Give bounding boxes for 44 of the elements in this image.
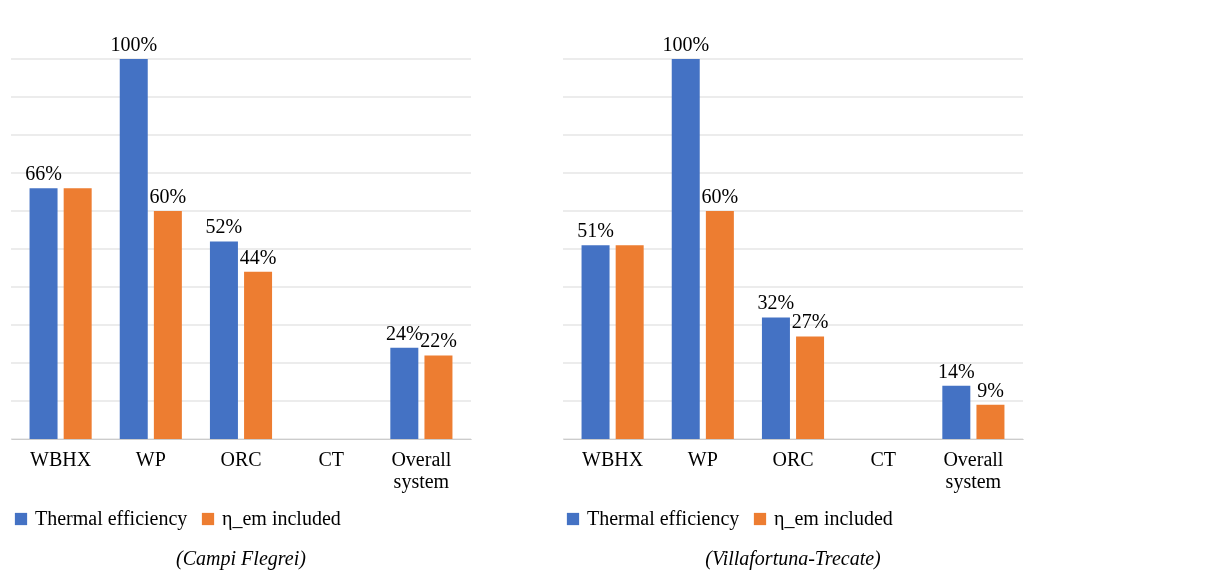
bar — [119, 59, 148, 439]
bar — [390, 347, 419, 439]
x-tick-label: Overall system — [943, 447, 1004, 493]
bar — [976, 404, 1005, 439]
bar — [29, 188, 58, 439]
x-tick-label: Overall system — [391, 447, 452, 493]
x-tick-label: WP — [135, 447, 166, 470]
x-tick-label: ORC — [772, 447, 814, 470]
legend-label: η_em included — [222, 507, 341, 530]
x-tick-label: CT — [870, 447, 896, 470]
data-label: 22% — [420, 329, 457, 352]
data-label: 60% — [149, 185, 187, 207]
data-label: 100% — [110, 33, 158, 55]
bar — [796, 336, 825, 439]
data-label: 60% — [701, 185, 739, 207]
bar — [581, 245, 610, 439]
x-tick-label: WBHX — [30, 447, 92, 470]
bar — [153, 211, 182, 439]
x-tick-label: WP — [687, 447, 718, 470]
data-label: 66% — [25, 162, 62, 185]
bar — [615, 245, 644, 439]
text: (Campi Flegrei) — [176, 547, 307, 570]
data-label: 14% — [937, 359, 975, 382]
data-label: 9% — [977, 378, 1004, 401]
legend-label: η_em included — [774, 507, 893, 530]
bar — [942, 385, 971, 439]
bar — [424, 355, 453, 439]
legend-label: Thermal efficiency — [35, 507, 188, 530]
data-label: 52% — [205, 215, 243, 238]
bar — [705, 211, 734, 439]
legend-label: Thermal efficiency — [587, 507, 740, 530]
bar — [244, 271, 273, 439]
x-tick-label: WBHX — [582, 447, 644, 470]
bar — [761, 317, 790, 439]
data-label: 44% — [239, 245, 277, 268]
x-tick-label: CT — [318, 447, 344, 470]
data-label: 24% — [385, 321, 423, 344]
bar — [671, 59, 700, 439]
bar — [63, 188, 92, 439]
bar — [209, 241, 238, 439]
data-label: 51% — [577, 219, 614, 242]
data-label: 100% — [662, 33, 710, 55]
text: (Villafortuna-Trecate) — [705, 547, 882, 570]
x-tick-label: ORC — [220, 447, 262, 470]
